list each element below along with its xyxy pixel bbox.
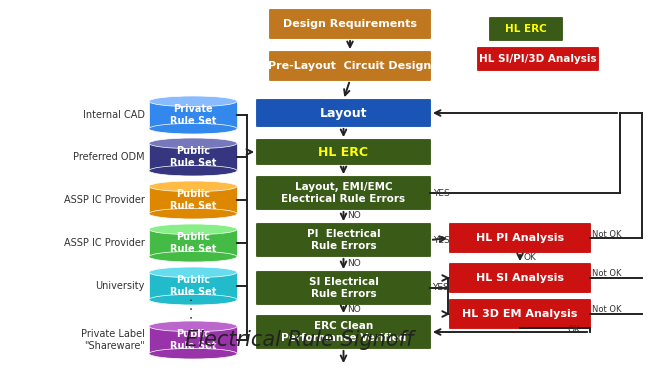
Ellipse shape <box>149 165 237 176</box>
Text: Public
Rule Set: Public Rule Set <box>170 329 216 351</box>
Bar <box>149 186 237 214</box>
Text: Layout: Layout <box>320 107 367 120</box>
Text: Not OK: Not OK <box>592 230 621 239</box>
Bar <box>149 272 237 300</box>
Text: HL PI Analysis: HL PI Analysis <box>476 233 564 243</box>
Ellipse shape <box>149 251 237 262</box>
Ellipse shape <box>149 96 237 107</box>
Text: HL 3D EM Analysis: HL 3D EM Analysis <box>462 309 578 319</box>
Text: Public
Rule Set: Public Rule Set <box>170 146 216 168</box>
Text: HL SI Analysis: HL SI Analysis <box>476 273 564 283</box>
FancyBboxPatch shape <box>255 270 432 306</box>
Bar <box>149 143 237 171</box>
Text: ERC Clean
Performance Verified: ERC Clean Performance Verified <box>281 321 406 343</box>
Text: HL ERC: HL ERC <box>505 24 547 34</box>
Bar <box>149 327 237 354</box>
Text: Not OK: Not OK <box>592 270 621 279</box>
Text: Public
Rule Set: Public Rule Set <box>170 189 216 211</box>
Text: PI  Electrical
Rule Errors: PI Electrical Rule Errors <box>307 229 380 251</box>
FancyBboxPatch shape <box>489 16 564 42</box>
Ellipse shape <box>149 123 237 134</box>
Ellipse shape <box>149 208 237 219</box>
Text: Private
Rule Set: Private Rule Set <box>170 104 216 126</box>
FancyBboxPatch shape <box>268 50 432 82</box>
Ellipse shape <box>149 267 237 278</box>
Ellipse shape <box>149 138 237 148</box>
Text: Not OK: Not OK <box>592 306 621 315</box>
Text: Pre-Layout  Circuit Design: Pre-Layout Circuit Design <box>268 61 432 71</box>
FancyBboxPatch shape <box>255 138 432 166</box>
Text: YES: YES <box>433 236 450 245</box>
Text: Electrical Rule Signoff: Electrical Rule Signoff <box>185 330 413 350</box>
Text: YES: YES <box>433 188 450 197</box>
FancyBboxPatch shape <box>448 223 592 254</box>
Text: Design Requirements: Design Requirements <box>283 19 417 29</box>
Text: University: University <box>96 281 145 291</box>
Bar <box>149 101 237 129</box>
Text: · · ·: · · · <box>186 297 200 319</box>
Ellipse shape <box>149 321 237 332</box>
Text: Internal CAD: Internal CAD <box>83 110 145 120</box>
Text: YES: YES <box>432 283 448 292</box>
Ellipse shape <box>149 348 237 359</box>
FancyBboxPatch shape <box>476 46 599 71</box>
Text: NO: NO <box>348 305 361 314</box>
Text: HL ERC: HL ERC <box>318 145 369 159</box>
Bar <box>149 229 237 257</box>
FancyBboxPatch shape <box>268 9 432 40</box>
Ellipse shape <box>149 294 237 305</box>
FancyBboxPatch shape <box>448 263 592 294</box>
Text: ASSP IC Provider: ASSP IC Provider <box>64 238 145 248</box>
Text: Public
Rule Set: Public Rule Set <box>170 232 216 254</box>
FancyBboxPatch shape <box>448 298 592 329</box>
Text: Layout, EMI/EMC
Electrical Rule Errors: Layout, EMI/EMC Electrical Rule Errors <box>281 182 406 204</box>
Ellipse shape <box>149 181 237 191</box>
Text: SI Electrical
Rule Errors: SI Electrical Rule Errors <box>309 277 378 299</box>
Text: OK: OK <box>568 325 581 334</box>
Text: Private Label
"Shareware": Private Label "Shareware" <box>81 329 145 351</box>
FancyBboxPatch shape <box>255 223 432 258</box>
Ellipse shape <box>149 224 237 234</box>
Text: Preferred ODM: Preferred ODM <box>73 152 145 162</box>
Text: Public
Rule Set: Public Rule Set <box>170 275 216 297</box>
FancyBboxPatch shape <box>255 175 432 211</box>
Text: HL SI/PI/3D Analysis: HL SI/PI/3D Analysis <box>479 54 597 64</box>
Text: OK: OK <box>523 254 536 263</box>
Text: ASSP IC Provider: ASSP IC Provider <box>64 195 145 205</box>
FancyBboxPatch shape <box>255 315 432 349</box>
FancyBboxPatch shape <box>255 98 432 128</box>
Text: NO: NO <box>348 259 361 268</box>
Text: NO: NO <box>348 211 361 220</box>
